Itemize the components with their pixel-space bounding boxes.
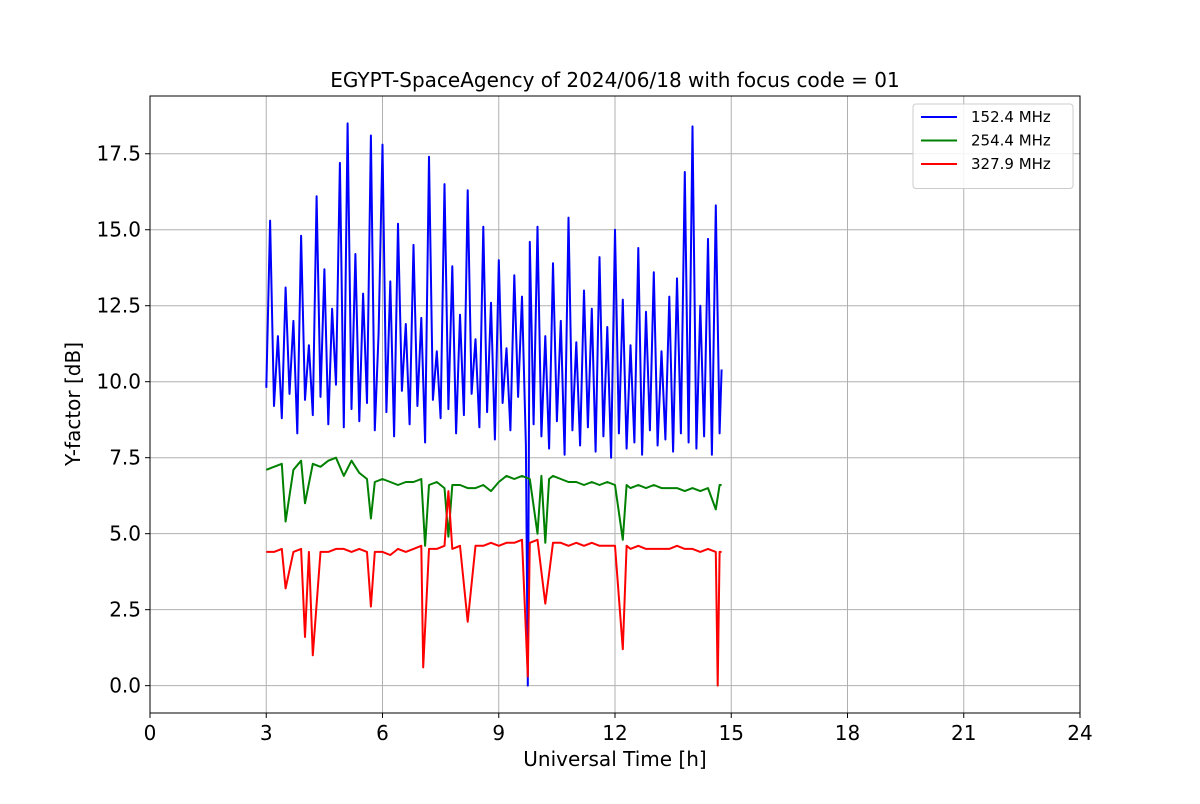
x-tick-label: 6: [376, 721, 389, 745]
legend-label: 152.4 MHz: [971, 108, 1051, 126]
series-line-1: [265, 456, 722, 547]
y-tick-label: 7.5: [109, 446, 141, 470]
x-axis-label: Universal Time [h]: [523, 747, 706, 771]
series-line-2: [266, 490, 722, 687]
legend-label: 327.9 MHz: [971, 155, 1051, 173]
x-tick-label: 3: [260, 721, 273, 745]
x-tick-label: 15: [719, 721, 744, 745]
x-tick-label: 9: [492, 721, 505, 745]
y-tick-label: 0.0: [109, 674, 141, 698]
tick-layer: 0 3 6 9 12 15 18 21 24 0.0 2.5 5.0 7.5 10.0 12.5 15.0 17…: [96, 142, 1092, 745]
x-tick-label: 12: [602, 721, 627, 745]
x-tick-label: 18: [835, 721, 860, 745]
legend: 152.4 MHz 254.4 MHz 327.9 MHz: [912, 103, 1074, 189]
series-line-0: [265, 122, 723, 687]
x-tick-label: 21: [951, 721, 976, 745]
y-tick-label: 12.5: [96, 294, 141, 318]
series-layer: [265, 122, 723, 687]
y-tick-label: 10.0: [96, 370, 141, 394]
x-tick-label: 24: [1067, 721, 1092, 745]
chart-title: EGYPT-SpaceAgency of 2024/06/18 with foc…: [330, 68, 899, 92]
y-axis-label: Y-factor [dB]: [61, 342, 85, 467]
y-tick-label: 15.0: [96, 218, 141, 242]
x-tick-label: 0: [144, 721, 157, 745]
legend-label: 254.4 MHz: [971, 132, 1051, 150]
legend-box: [912, 103, 1074, 189]
y-tick-label: 2.5: [109, 598, 141, 622]
y-tick-label: 17.5: [96, 142, 141, 166]
y-tick-label: 5.0: [109, 522, 141, 546]
